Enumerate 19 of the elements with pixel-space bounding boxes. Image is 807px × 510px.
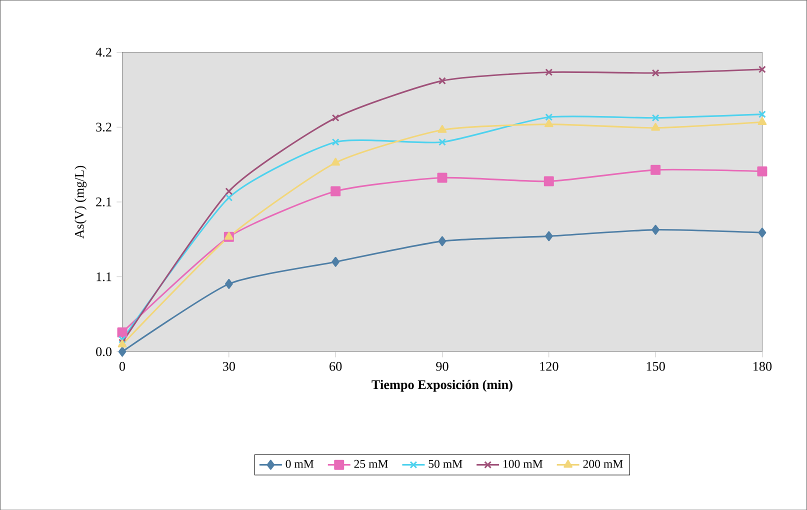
legend-label: 50 mM [428, 460, 462, 468]
legend-label: 200 mM [583, 460, 623, 468]
x-tick-label: 0 [119, 362, 126, 371]
x-tick-label: 120 [540, 362, 558, 371]
legend-label: 0 mM [286, 460, 314, 468]
y-axis-title: As(V) (mg/L) [74, 166, 87, 238]
legend-label: 25 mM [354, 460, 388, 468]
y-tick-label: 1.1 [96, 272, 112, 282]
x-tick-label: 150 [646, 362, 665, 371]
y-tick-label: 2.1 [96, 197, 112, 206]
x-tick-label: 30 [222, 362, 236, 371]
x-axis-title: Tiempo Exposición (min) [372, 380, 512, 392]
x-tick-label: 180 [754, 362, 772, 371]
x-tick-label: 90 [436, 362, 448, 371]
y-tick-label: 0.0 [96, 347, 112, 356]
y-tick-label: 3.2 [96, 122, 112, 132]
legend-label: 100 mM [503, 460, 543, 468]
y-tick-label: 4.2 [96, 48, 112, 57]
x-tick-label: 60 [330, 362, 342, 371]
